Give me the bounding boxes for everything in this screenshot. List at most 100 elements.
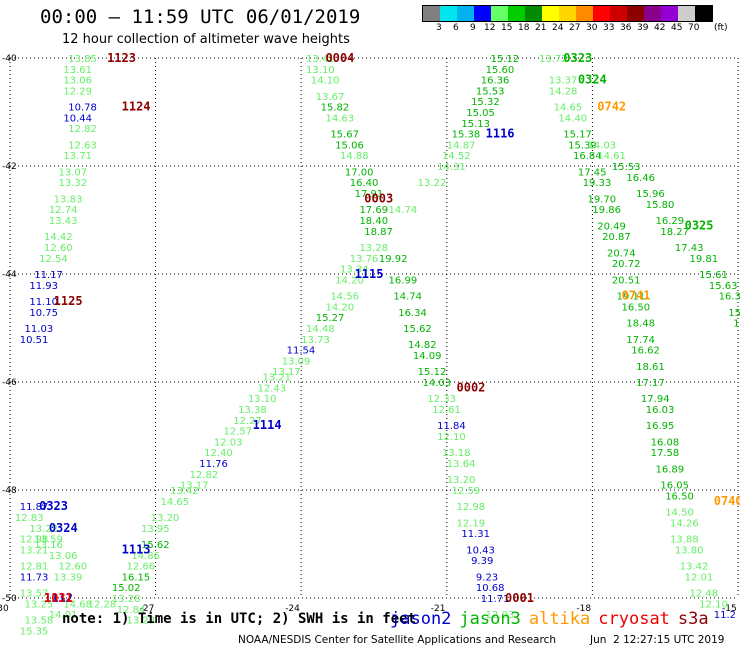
map-subtitle: 12 hour collection of altimeter wave hei… bbox=[62, 32, 350, 47]
wave-height-obs: 13.71 bbox=[63, 151, 92, 162]
wave-height-obs: 11.71 bbox=[481, 594, 510, 605]
wave-height-obs: 11.84 bbox=[437, 421, 466, 432]
colorbar-swatch bbox=[661, 6, 678, 21]
wave-height-obs: 13.43 bbox=[49, 216, 78, 227]
wave-height-obs: 12.57 bbox=[224, 427, 253, 438]
colorbar-label: 36 bbox=[620, 23, 632, 33]
wave-height-obs: 14.42 bbox=[44, 232, 73, 243]
wave-height-obs: 12.10 bbox=[437, 432, 466, 443]
colorbar-swatch bbox=[576, 6, 593, 21]
wave-height-obs: 13.80 bbox=[675, 545, 704, 556]
wave-height-obs: 15.12 bbox=[490, 54, 519, 65]
wave-height-obs: 16.29 bbox=[655, 216, 684, 227]
sat-legend-jason3: jason3 bbox=[459, 609, 521, 629]
wave-height-obs: 13.67 bbox=[316, 92, 345, 103]
wave-height-obs: 13.22 bbox=[418, 178, 447, 189]
wave-height-obs: 16.89 bbox=[655, 464, 684, 475]
lon-tick-label: -24 bbox=[285, 604, 300, 614]
pass-number-label: 1113 bbox=[122, 542, 151, 556]
colorbar-swatch bbox=[440, 6, 457, 21]
wave-height-obs: 13.07 bbox=[59, 167, 88, 178]
wave-height-obs: 13.06 bbox=[63, 76, 92, 87]
wave-height-obs: 14.31 bbox=[437, 162, 466, 173]
pass-number-label: 0325 bbox=[685, 218, 714, 232]
wave-height-obs: 19.33 bbox=[583, 178, 612, 189]
wave-height-obs: 13.20 bbox=[447, 475, 476, 486]
wave-height-obs: 14.82 bbox=[408, 340, 437, 351]
colorbar-swatch bbox=[474, 6, 491, 21]
wave-height-obs: 14.20 bbox=[325, 302, 354, 313]
wave-height-obs: 17.00 bbox=[345, 167, 374, 178]
wave-height-obs: 12.03 bbox=[486, 610, 515, 621]
wave-height-obs: 15.05 bbox=[466, 108, 495, 119]
colorbar-label: 42 bbox=[654, 23, 666, 33]
colorbar-swatch bbox=[695, 6, 712, 21]
pass-number-label: 1123 bbox=[107, 51, 136, 65]
wave-height-obs: 15.13 bbox=[461, 119, 490, 130]
pass-number-label: 1116 bbox=[486, 127, 515, 141]
wave-height-obs: 14.65 bbox=[160, 497, 189, 508]
wave-height-obs: 13.10 bbox=[306, 65, 335, 76]
wave-height-obs: 12.82 bbox=[190, 470, 219, 481]
wave-height-obs: 10.68 bbox=[476, 583, 505, 594]
colorbar-unit: (ft) bbox=[714, 23, 728, 33]
pass-number-label: 1114 bbox=[253, 418, 282, 432]
wave-height-obs: 13.64 bbox=[447, 459, 476, 470]
wave-height-obs: 12.33 bbox=[427, 394, 456, 405]
wave-height-obs: 11.31 bbox=[461, 529, 490, 540]
sat-legend-s3a: s3a bbox=[677, 609, 709, 629]
colorbar-swatch bbox=[593, 6, 610, 21]
wave-height-obs: 15.38 bbox=[452, 130, 481, 141]
wave-height-obs: 15.67 bbox=[330, 130, 359, 141]
colorbar-label: 45 bbox=[671, 23, 683, 33]
colorbar-label: 30 bbox=[586, 23, 598, 33]
wave-height-obs: 16.99 bbox=[389, 275, 418, 286]
wave-height-obs: 13.16 bbox=[34, 540, 63, 551]
wave-height-obs: 14.28 bbox=[549, 86, 578, 97]
colorbar-label: 6 bbox=[453, 23, 459, 33]
colorbar-label: 33 bbox=[603, 23, 615, 33]
timestamp: Jun 2 12:27:15 UTC 2019 bbox=[590, 634, 725, 646]
wave-height-obs: 13.20 bbox=[151, 513, 180, 524]
pass-number-label: 0001 bbox=[505, 591, 534, 605]
colorbar-label: 15 bbox=[501, 23, 513, 33]
wave-height-obs: 13.10 bbox=[248, 394, 277, 405]
wave-height-obs: 13.21 bbox=[262, 373, 291, 384]
wave-height-obs: 14.74 bbox=[393, 292, 422, 303]
colorbar-swatch bbox=[610, 6, 627, 21]
wave-height-obs: 15.27 bbox=[316, 313, 345, 324]
colorbar-swatch bbox=[491, 6, 508, 21]
lon-tick-label: -15 bbox=[722, 604, 737, 614]
lat-tick-label: -40 bbox=[2, 54, 17, 64]
wave-height-obs: 13.73 bbox=[301, 335, 330, 346]
wave-height-obs: 14.10 bbox=[311, 76, 340, 87]
wave-height-obs: 13.25 bbox=[25, 599, 54, 610]
lat-tick-label: -48 bbox=[2, 486, 17, 496]
wave-height-obs: 17.69 bbox=[359, 205, 388, 216]
colorbar-label: 18 bbox=[518, 23, 530, 33]
wave-height-obs: 13.42 bbox=[170, 486, 199, 497]
colorbar-swatch bbox=[457, 6, 474, 21]
wave-height-obs: 14.87 bbox=[447, 140, 476, 151]
wave-height-obs: 14.40 bbox=[558, 113, 587, 124]
wave-height-obs: 12.10 bbox=[699, 599, 728, 610]
wave-height-obs: 15.17 bbox=[563, 130, 592, 141]
wave-height-obs: 13.34 bbox=[340, 265, 369, 276]
wave-height-obs: 11.17 bbox=[34, 270, 63, 281]
wave-height-obs: 16.15 bbox=[122, 572, 151, 583]
wave-height-obs: 13.72 bbox=[539, 54, 568, 65]
wave-height-obs: 12.63 bbox=[68, 140, 97, 151]
colorbar-swatch bbox=[644, 6, 661, 21]
wave-height-obs: 15.62 bbox=[141, 540, 170, 551]
wave-height-obs: 14.56 bbox=[330, 292, 359, 303]
sat-legend-jason2: jason2 bbox=[390, 609, 452, 629]
wave-height-obs: 12.81 bbox=[20, 562, 49, 573]
wave-height-obs: 18.87 bbox=[364, 227, 393, 238]
wave-height-obs: 13.38 bbox=[238, 405, 267, 416]
wave-height-obs: 13.61 bbox=[63, 65, 92, 76]
colorbar-labels: 3 6 9 12 15 18 21 24 27 30 33 36 39 42 45 70 (ft) bbox=[422, 23, 740, 35]
wave-height-obs: 12.84 bbox=[117, 605, 146, 616]
wave-height-obs: 10.51 bbox=[20, 335, 49, 346]
wave-height-obs: 17.14 bbox=[733, 319, 740, 330]
pass-number-label: 0004 bbox=[325, 51, 354, 65]
